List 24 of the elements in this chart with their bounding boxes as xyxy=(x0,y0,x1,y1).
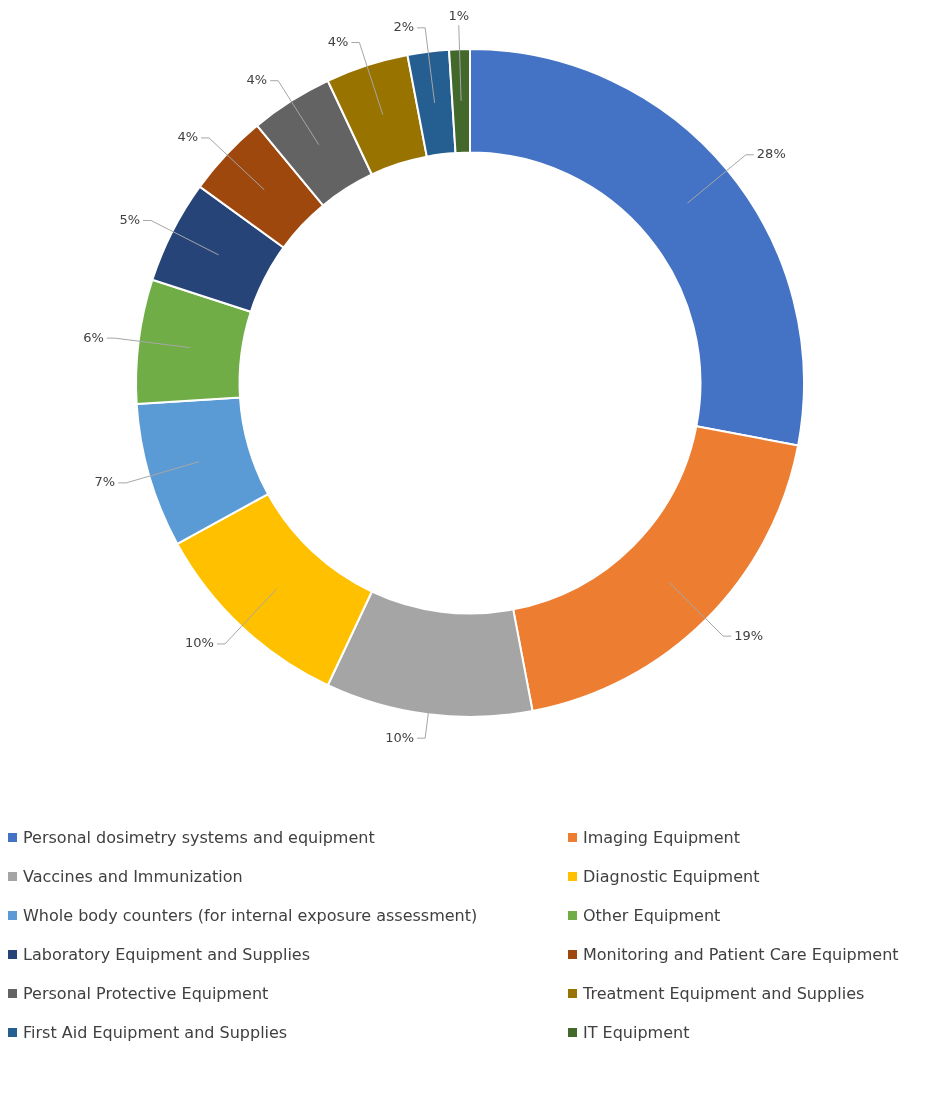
legend-label: Personal dosimetry systems and equipment xyxy=(23,828,375,847)
legend-label: Other Equipment xyxy=(583,906,721,925)
data-label: 19% xyxy=(734,627,764,643)
legend-label: Diagnostic Equipment xyxy=(583,867,760,886)
legend-label: Laboratory Equipment and Supplies xyxy=(23,945,311,964)
legend-label: Whole body counters (for internal exposure assessment) xyxy=(23,906,478,925)
legend-label: Vaccines and Immunization xyxy=(23,867,243,886)
data-label: 4% xyxy=(246,72,268,88)
data-label: 1% xyxy=(448,8,470,24)
data-label: 4% xyxy=(177,129,199,145)
data-label: 10% xyxy=(185,635,214,651)
legend-label: Monitoring and Patient Care Equipment xyxy=(583,945,899,964)
legend-label: Personal Protective Equipment xyxy=(23,984,269,1003)
data-label: 5% xyxy=(119,211,141,227)
legend-label: First Aid Equipment and Supplies xyxy=(23,1023,288,1042)
legend-label: Treatment Equipment and Supplies xyxy=(583,984,865,1003)
data-label: 10% xyxy=(385,729,415,745)
data-label: 4% xyxy=(327,33,349,49)
data-label: 7% xyxy=(94,474,116,490)
data-label: 28% xyxy=(756,146,786,162)
data-label: 2% xyxy=(393,19,415,35)
data-label: 6% xyxy=(83,329,104,345)
legend-label: Imaging Equipment xyxy=(583,828,740,847)
legend-label: IT Equipment xyxy=(583,1023,690,1042)
